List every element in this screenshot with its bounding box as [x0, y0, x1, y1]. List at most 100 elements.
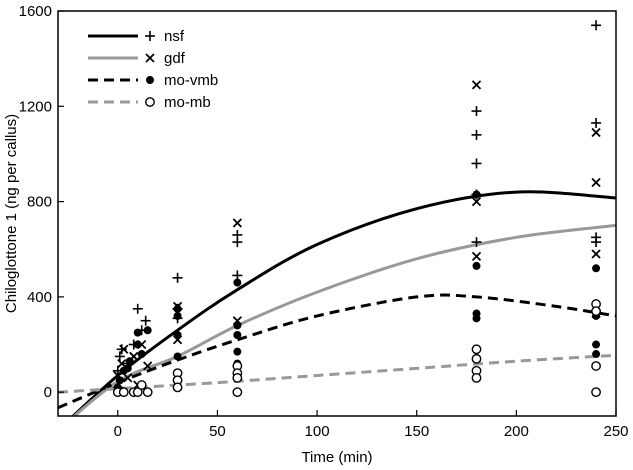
point-mo-vmb-20: [472, 261, 481, 270]
point-mo-vmb-7-dot: [137, 350, 146, 359]
legend-marker-mo-mb: [145, 97, 155, 107]
point-mo-vmb-9: [173, 304, 182, 313]
point-mo-vmb-8-dot: [143, 326, 152, 335]
plot-frame: [57, 10, 617, 417]
point-mo-vmb-8: [143, 326, 152, 335]
point-gdf-12: [471, 80, 482, 90]
point-mo-mb-3: [132, 387, 143, 398]
point-gdf-13: [471, 196, 482, 207]
point-mo-vmb-10: [173, 311, 182, 320]
point-nsf-21: [591, 117, 602, 128]
point-mo-vmb-6: [133, 340, 142, 349]
data-points: [112, 20, 602, 398]
point-mo-vmb-3: [123, 364, 132, 373]
point-mo-vmb-5-dot: [133, 328, 142, 337]
point-mo-vmb-22: [472, 314, 481, 323]
point-mo-vmb-4: [125, 357, 134, 366]
point-mo-vmb-11-dot: [173, 331, 182, 339]
x-tick-label-100: 100: [305, 423, 330, 440]
point-mo-vmb-13: [233, 278, 242, 287]
point-gdf-16-b: [591, 177, 601, 188]
legend-marker-gdf: [145, 53, 155, 63]
point-mo-vmb-16: [233, 347, 242, 356]
point-mo-mb-11-ring: [232, 372, 243, 383]
point-mo-mb-13-ring: [471, 344, 482, 355]
legend-marker-mo-vmb: [146, 76, 154, 84]
legend-marker-mo-vmb-dot: [146, 76, 154, 84]
point-mo-mb-5-ring: [142, 387, 153, 398]
legend-label-mo-mb: mo-mb: [164, 94, 211, 111]
point-mo-mb-5: [142, 387, 153, 398]
point-mo-mb-20: [591, 387, 601, 398]
point-mo-mb-3-ring: [132, 387, 143, 398]
point-mo-vmb-4-dot: [125, 357, 134, 366]
point-mo-mb-4: [136, 380, 147, 390]
point-gdf-15-b: [591, 127, 601, 138]
y-tick-label-1600: 1600: [19, 3, 52, 20]
legend-marker-mo-mb-ring: [145, 97, 155, 107]
point-mo-vmb-14: [233, 321, 242, 330]
point-mo-vmb-15-dot: [233, 331, 242, 339]
point-mo-vmb-12-dot: [173, 352, 182, 361]
point-mo-vmb-22-dot: [472, 314, 481, 323]
point-gdf-10: [232, 218, 242, 228]
legend-marker-nsf: [145, 31, 155, 41]
point-gdf-15: [591, 127, 601, 138]
point-gdf-12-b: [471, 80, 482, 90]
x-tick-label-250: 250: [603, 423, 628, 440]
point-mo-vmb-5: [133, 328, 142, 337]
point-mo-vmb-19-dot: [472, 190, 481, 199]
point-mo-mb-16: [471, 372, 482, 383]
point-mo-vmb-26: [592, 350, 601, 359]
point-mo-vmb-11: [173, 331, 182, 339]
point-mo-mb-11: [232, 372, 243, 383]
legend-label-nsf: nsf: [164, 28, 185, 45]
point-mo-vmb-23-dot: [592, 264, 601, 273]
point-mo-vmb-14-dot: [233, 321, 242, 330]
point-mo-vmb-26-dot: [592, 350, 601, 359]
point-nsf-23: [591, 237, 602, 248]
point-mo-vmb-25: [592, 340, 601, 349]
point-mo-vmb-19: [472, 190, 481, 199]
y-tick-label-0: 0: [44, 384, 52, 401]
y-axis-title: Chiloglottone 1 (ng per callus): [3, 114, 20, 313]
point-mo-vmb-1-dot: [115, 376, 124, 385]
point-mo-vmb-9-dot: [173, 304, 182, 313]
point-gdf-3: [123, 373, 133, 383]
y-tick-label-800: 800: [27, 194, 52, 211]
point-mo-mb-13: [471, 344, 482, 355]
point-mo-mb-16-ring: [471, 372, 482, 383]
point-gdf-16: [591, 177, 601, 188]
point-gdf-1-b: [117, 358, 127, 369]
point-mo-vmb-25-dot: [592, 340, 601, 349]
point-mo-vmb-12: [173, 352, 182, 361]
legend-label-gdf: gdf: [164, 50, 186, 67]
point-gdf-10-b: [232, 218, 242, 228]
point-mo-vmb-13-dot: [233, 278, 242, 287]
y-tick-label-1200: 1200: [19, 98, 52, 115]
point-nsf-6: [132, 303, 143, 314]
point-gdf-3-b: [123, 373, 133, 383]
point-mo-mb-4-ring: [136, 380, 147, 390]
point-nsf-19: [471, 237, 482, 248]
point-mo-vmb-7: [137, 350, 146, 359]
point-mo-mb-14: [471, 353, 482, 364]
legend: nsf gdf mo-vmb mo-mb: [88, 28, 218, 111]
point-mo-vmb-10-dot: [173, 311, 182, 320]
point-mo-mb-18: [591, 306, 601, 317]
point-mo-vmb-15: [233, 331, 242, 339]
point-nsf-20: [591, 20, 602, 31]
point-gdf-13-b: [471, 196, 482, 207]
point-mo-mb-12: [232, 387, 243, 398]
point-gdf-17: [591, 249, 601, 259]
point-mo-mb-8-ring: [172, 382, 183, 393]
point-gdf-14: [471, 251, 482, 262]
point-nsf-17: [471, 129, 482, 140]
point-mo-mb-18-ring: [591, 306, 601, 317]
x-tick-label-200: 200: [504, 423, 529, 440]
x-tick-label-50: 50: [209, 423, 226, 440]
x-tick-label-0: 0: [114, 423, 122, 440]
legend-label-mo-vmb: mo-vmb: [164, 72, 218, 89]
